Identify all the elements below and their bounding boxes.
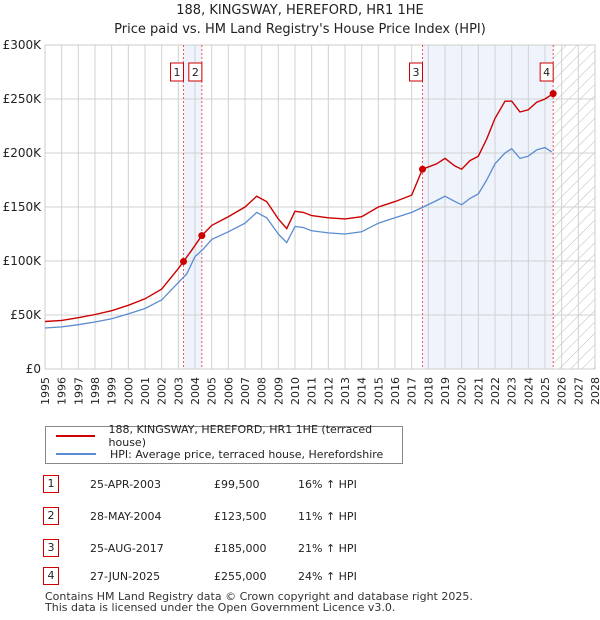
x-tick-label: 2004: [189, 377, 202, 405]
sale-point-1: [180, 258, 187, 266]
table-row: 2 28-MAY-2004 £123,500 11% ↑ HPI: [0, 507, 600, 527]
y-tick-label: £200K: [3, 146, 43, 160]
series-property: [44, 93, 554, 323]
legend-swatch-hpi: [56, 453, 96, 455]
sale-badge-label: 1: [174, 66, 181, 79]
sale-date: 25-AUG-2017: [90, 542, 164, 555]
table-row: 4 27-JUN-2025 £255,000 24% ↑ HPI: [0, 567, 600, 587]
x-tick-label: 2025: [539, 377, 552, 405]
legend-property: 188, KINGSWAY, HEREFORD, HR1 1HE (terrac…: [108, 423, 373, 449]
sale-point-4: [549, 90, 557, 98]
sale-badge-4: [539, 62, 554, 82]
x-tick-label: 2019: [439, 377, 452, 405]
sale-price: £99,500: [214, 478, 260, 491]
sale-badge-label: 3: [413, 66, 420, 79]
x-tick-label: 2014: [356, 377, 369, 405]
x-tick-label: 2006: [222, 377, 235, 405]
plot-frame: [44, 44, 596, 370]
sale-badge-label: 2: [192, 66, 199, 79]
plot-area: 1995 1996 1997 1998 1999 2000 2001 2002 2003 2004…: [3, 38, 600, 405]
x-tick-label: 2002: [156, 377, 169, 405]
sale-price: £255,000: [214, 570, 267, 583]
x-tick-label: 2015: [372, 377, 385, 405]
x-tick-label: 2022: [489, 377, 502, 405]
x-tick-label: 2018: [422, 377, 435, 405]
x-tick-label: 1999: [106, 377, 119, 405]
sale-hpi-diff: 21% ↑ HPI: [298, 542, 357, 555]
sale-hpi-diff: 11% ↑ HPI: [298, 510, 357, 523]
footer-line-2: This data is licensed under the Open Gov…: [45, 601, 396, 614]
x-tick-label: 2001: [139, 377, 152, 405]
sale-badge-label: 4: [543, 66, 550, 79]
y-tick-label: £250K: [3, 92, 43, 106]
x-tick-label: 2028: [589, 377, 600, 405]
legend-swatch-property: [56, 435, 95, 437]
y-tick-label: £300K: [3, 38, 43, 52]
x-tick-label: 2007: [239, 377, 252, 405]
legend-hpi: HPI: Average price, terraced house, Here…: [110, 447, 384, 461]
sale-hpi-diff: 16% ↑ HPI: [298, 478, 357, 491]
x-tick-label: 1998: [89, 377, 102, 405]
x-tick-label: 1997: [72, 377, 85, 405]
x-tick-label: 2023: [506, 377, 519, 405]
table-row: 1 25-APR-2003 £99,500 16% ↑ HPI: [0, 475, 600, 495]
x-tick-label: 2012: [322, 377, 335, 405]
sale-date: 28-MAY-2004: [90, 510, 162, 523]
x-tick-label: 2005: [206, 377, 219, 405]
x-tick-label: 1996: [56, 377, 69, 405]
sale-point-3: [419, 165, 426, 173]
x-tick-label: 2009: [272, 377, 285, 405]
x-tick-label: 2013: [339, 377, 352, 405]
x-tick-label: 2010: [289, 377, 302, 405]
x-tick-label: 2016: [389, 377, 402, 405]
chart-title: 188, KINGSWAY, HEREFORD, HR1 1HE: [176, 3, 424, 18]
sale-date: 27-JUN-2025: [90, 570, 161, 583]
sale-price: £185,000: [214, 542, 267, 555]
y-tick-label: £50K: [10, 308, 42, 322]
x-tick-label: 2003: [172, 377, 185, 405]
chart-subtitle: Price paid vs. HM Land Registry's House …: [114, 22, 486, 37]
y-tick-label: £100K: [3, 254, 43, 268]
x-tick-label: 2017: [406, 377, 419, 405]
legend: 188, KINGSWAY, HEREFORD, HR1 1HE (terrac…: [45, 423, 403, 464]
y-tick-label: £150K: [3, 200, 43, 214]
x-tick-label: 2000: [122, 377, 135, 405]
series-hpi: [44, 146, 553, 329]
sale-number: 3: [43, 539, 59, 557]
sale-point-2: [198, 232, 206, 240]
x-tick-label: 2021: [472, 377, 485, 405]
sale-badge-3: [409, 62, 423, 82]
sale-badge-2: [188, 62, 203, 82]
table-row: 3 25-AUG-2017 £185,000 21% ↑ HPI: [0, 539, 600, 559]
sale-number: 2: [43, 507, 59, 525]
sale-number: 1: [43, 475, 59, 493]
x-tick-label: 2024: [522, 377, 535, 405]
sale-date: 25-APR-2003: [90, 478, 162, 491]
x-tick-label: 2027: [572, 377, 585, 405]
sale-hpi-diff: 24% ↑ HPI: [298, 570, 357, 583]
sale-badge-1: [170, 62, 184, 82]
sale-price: £123,500: [214, 510, 267, 523]
sale-number: 4: [43, 567, 59, 585]
x-tick-label: 2011: [306, 377, 319, 405]
y-tick-label: £0: [26, 362, 41, 376]
footer-line-1: Contains HM Land Registry data © Crown c…: [45, 590, 473, 603]
x-tick-label: 2026: [556, 377, 569, 405]
x-tick-label: 1995: [39, 377, 52, 405]
x-tick-label: 2020: [456, 377, 469, 405]
x-tick-label: 2008: [256, 377, 269, 405]
